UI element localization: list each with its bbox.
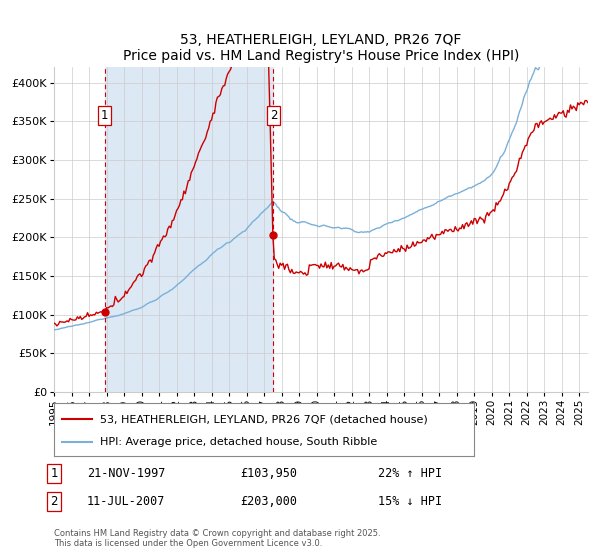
Text: 11-JUL-2007: 11-JUL-2007 (87, 494, 166, 508)
Text: 1: 1 (50, 466, 58, 480)
Text: £103,950: £103,950 (240, 466, 297, 480)
Text: 1: 1 (101, 109, 109, 122)
Text: 22% ↑ HPI: 22% ↑ HPI (378, 466, 442, 480)
Bar (105, 67, 274, 392)
Text: £203,000: £203,000 (240, 494, 297, 508)
Text: 2: 2 (270, 109, 277, 122)
Text: 2: 2 (50, 494, 58, 508)
Text: 53, HEATHERLEIGH, LEYLAND, PR26 7QF (detached house): 53, HEATHERLEIGH, LEYLAND, PR26 7QF (det… (100, 414, 428, 424)
Text: 15% ↓ HPI: 15% ↓ HPI (378, 494, 442, 508)
Text: HPI: Average price, detached house, South Ribble: HPI: Average price, detached house, Sout… (100, 436, 377, 446)
Text: 21-NOV-1997: 21-NOV-1997 (87, 466, 166, 480)
Title: 53, HEATHERLEIGH, LEYLAND, PR26 7QF
Price paid vs. HM Land Registry's House Pric: 53, HEATHERLEIGH, LEYLAND, PR26 7QF Pric… (123, 33, 519, 63)
Text: Contains HM Land Registry data © Crown copyright and database right 2025.
This d: Contains HM Land Registry data © Crown c… (54, 529, 380, 548)
